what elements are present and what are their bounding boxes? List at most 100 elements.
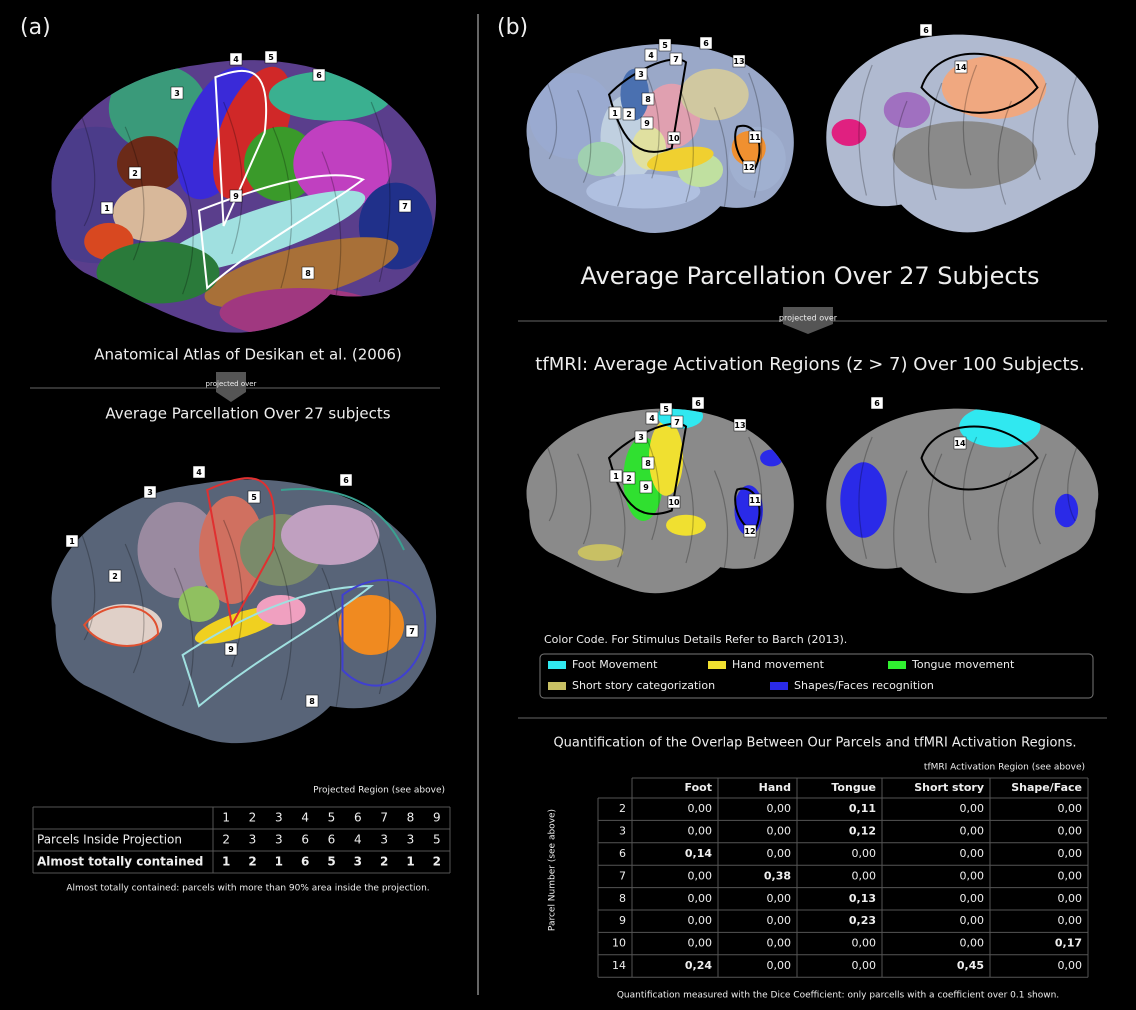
column-header: 3	[275, 811, 283, 825]
region	[893, 121, 1038, 189]
region-label: 12	[743, 163, 754, 172]
region-label: 9	[643, 483, 649, 492]
row-header: 7	[619, 869, 626, 882]
region	[1055, 494, 1078, 528]
region-label: 9	[644, 119, 650, 128]
note: Almost totally contained: parcels with m…	[66, 884, 429, 894]
region-label: 13	[733, 57, 744, 66]
region-label: 9	[233, 192, 239, 201]
legend-title: Color Code. For Stimulus Details Refer t…	[544, 633, 847, 646]
column-header: 7	[380, 811, 388, 825]
column-header: Hand	[759, 781, 791, 794]
arrow-text: projected over	[206, 380, 257, 388]
region-label: 8	[645, 459, 651, 468]
table-cell: 0,11	[849, 802, 876, 815]
region-label: 3	[147, 488, 153, 497]
table-cell: 0,23	[849, 914, 876, 927]
legend-label: Short story categorization	[572, 679, 715, 692]
row-header: 9	[619, 914, 626, 927]
column-header: Tongue	[831, 781, 876, 794]
row-header: 2	[619, 802, 626, 815]
table-cell: 1	[275, 855, 283, 869]
legend-swatch	[770, 682, 788, 690]
legend-swatch	[548, 682, 566, 690]
table-cell: 2	[433, 855, 441, 869]
table-cell: 0,00	[852, 959, 877, 972]
table-cell: 3	[407, 833, 415, 847]
table-cell: 0,00	[960, 892, 985, 905]
row-label: Parcels Inside Projection	[37, 833, 182, 847]
region-label: 2	[112, 572, 118, 581]
region-label: 11	[749, 496, 761, 505]
legend-swatch	[548, 661, 566, 669]
table-cell: 0,00	[960, 825, 985, 838]
row-header: 8	[619, 892, 626, 905]
caption: Average Parcellation Over 27 Subjects	[581, 262, 1040, 290]
region-label: 8	[305, 269, 311, 278]
row-header: 3	[619, 825, 626, 838]
table-cell: 0,24	[685, 959, 712, 972]
region	[840, 462, 886, 538]
table-cell: 0,00	[767, 937, 792, 950]
table-cell: 0,00	[1058, 847, 1083, 860]
region-label: 3	[638, 70, 644, 79]
column-header: 8	[407, 811, 415, 825]
table-cell: 3	[354, 855, 362, 869]
table-cell: 0,00	[960, 847, 985, 860]
region	[832, 119, 867, 146]
row-header: 6	[619, 847, 626, 860]
region-label: 2	[626, 474, 632, 483]
region-label: 8	[645, 95, 651, 104]
region-label: 7	[674, 418, 680, 427]
table-cell: 0,38	[764, 869, 791, 882]
table-cell: 6	[301, 833, 309, 847]
row-axis-label: Parcel Number (see above)	[548, 809, 558, 931]
table-cell: 0,17	[1055, 937, 1082, 950]
region	[680, 69, 748, 121]
region	[578, 544, 624, 561]
table-cell: 2	[380, 855, 388, 869]
table-cell: 0,00	[688, 914, 713, 927]
column-header: Shape/Face	[1011, 781, 1082, 794]
region	[117, 136, 183, 192]
region-label: 14	[955, 63, 967, 72]
brain	[23, 60, 436, 338]
region-label: 10	[668, 134, 680, 143]
region-label: 2	[132, 169, 138, 178]
table-cell: 0,00	[688, 802, 713, 815]
region-label: 4	[196, 468, 202, 477]
table-cell: 2	[222, 833, 230, 847]
column-header: 9	[433, 811, 441, 825]
table-cell: 6	[328, 833, 336, 847]
region-label: 5	[662, 41, 668, 50]
legend-label: Tongue movement	[911, 658, 1015, 671]
column-header: Short story	[914, 781, 984, 794]
table-cell: 1	[222, 855, 230, 869]
region-label: 7	[409, 627, 415, 636]
column-header: 1	[222, 811, 230, 825]
table-cell: 0,00	[767, 802, 792, 815]
arrow-text: projected over	[779, 314, 838, 323]
table-cell: 0,00	[688, 869, 713, 882]
region-label: 5	[663, 405, 669, 414]
region	[281, 505, 379, 565]
region	[179, 586, 220, 622]
table-cell: 0,00	[767, 959, 792, 972]
region	[666, 515, 706, 536]
table-cell: 5	[327, 855, 335, 869]
region-label: 14	[954, 439, 966, 448]
table-cell: 0,00	[767, 914, 792, 927]
brain	[52, 478, 437, 743]
region-label: 4	[233, 55, 239, 64]
table-cell: 0,00	[960, 869, 985, 882]
column-header: 5	[328, 811, 336, 825]
table-cell: 0,13	[849, 892, 876, 905]
table-cell: 0,00	[688, 892, 713, 905]
region-label: 1	[612, 109, 618, 118]
region-label: 9	[228, 645, 234, 654]
table-cell: 0,00	[960, 937, 985, 950]
table-group-label: tfMRI Activation Region (see above)	[924, 763, 1085, 773]
region-label: 7	[402, 202, 408, 211]
table-cell: 0,00	[688, 937, 713, 950]
table-cell: 6	[301, 855, 309, 869]
